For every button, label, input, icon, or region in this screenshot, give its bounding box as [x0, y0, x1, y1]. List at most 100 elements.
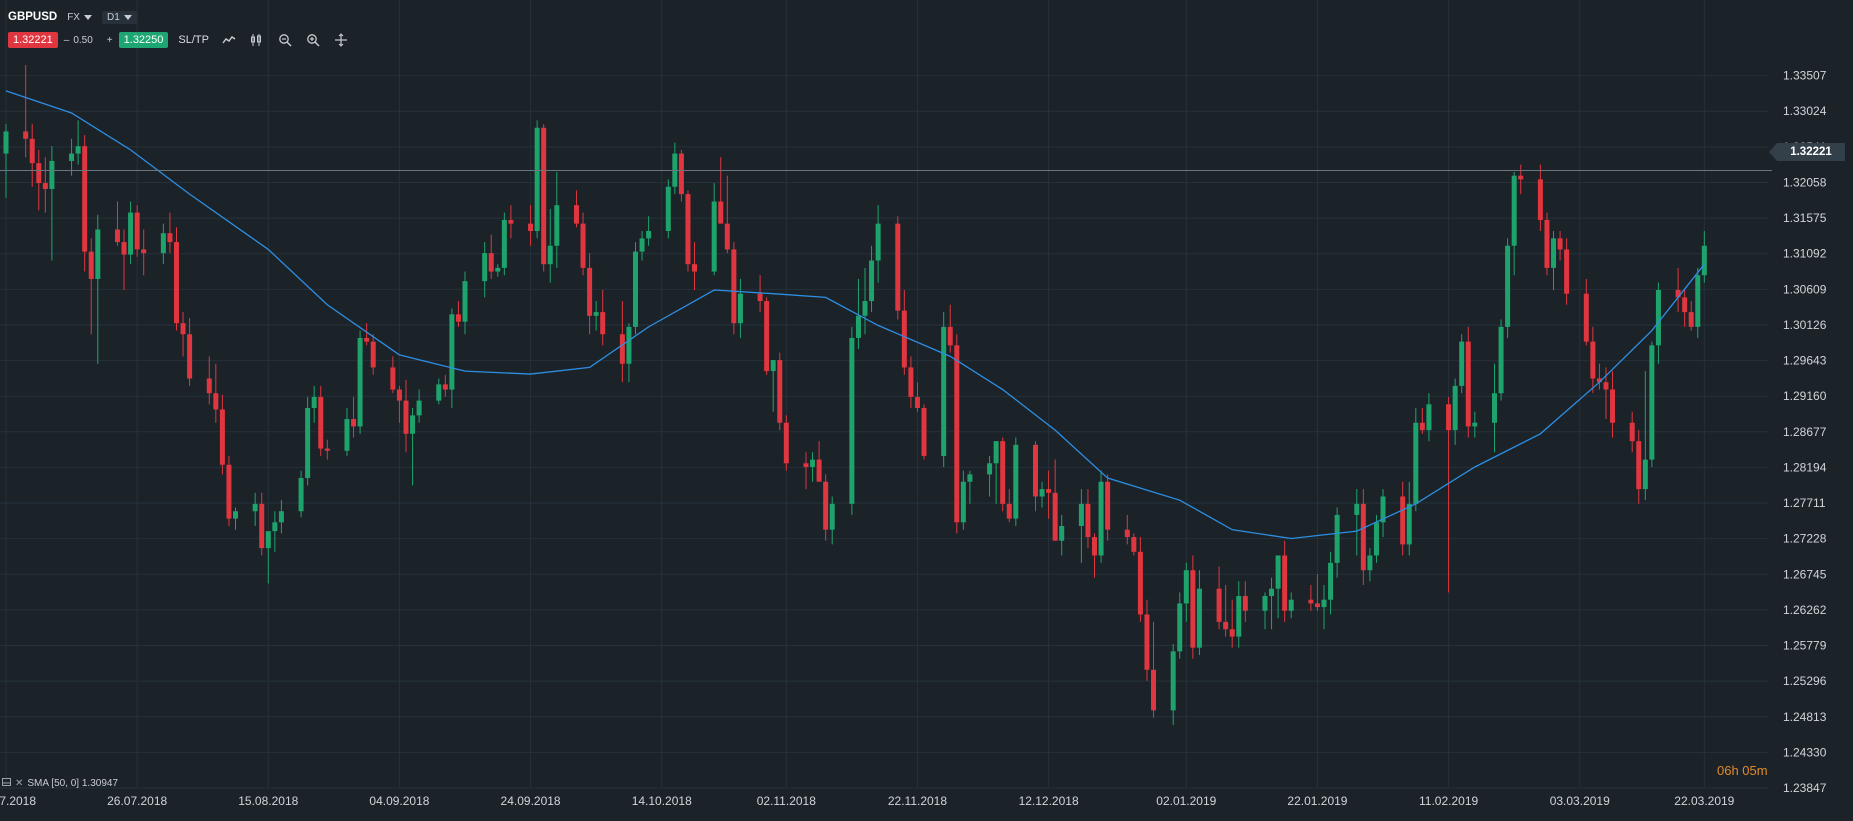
sltp-button[interactable]: SL/TP: [178, 34, 209, 46]
candle-down: [1419, 422, 1425, 431]
candle-up: [357, 337, 363, 427]
candle-down: [1006, 503, 1012, 519]
spread-minus[interactable]: –: [63, 34, 70, 46]
candle-down: [600, 312, 606, 335]
x-tick-label: 15.08.2018: [238, 794, 298, 808]
zoom-in-icon[interactable]: [305, 32, 321, 48]
candle-down: [757, 293, 763, 302]
candle-down: [508, 219, 514, 224]
candle-down: [777, 360, 783, 423]
candle-up: [69, 153, 75, 161]
x-tick-label: 22.11.2018: [888, 794, 947, 808]
candle-down: [1085, 503, 1091, 538]
candle-up: [665, 186, 671, 232]
candle-up: [547, 245, 553, 265]
candle-down: [1223, 621, 1229, 630]
candle-down: [724, 223, 730, 250]
candle-down: [1465, 341, 1471, 427]
candle-down: [1314, 603, 1320, 608]
candle-up: [1262, 596, 1268, 611]
candle-up: [1380, 496, 1386, 523]
x-tick-label: 22.03.2019: [1674, 794, 1734, 808]
y-tick-label: 1.28194: [1783, 460, 1827, 474]
candle-down: [1151, 669, 1157, 711]
candle-down: [1216, 588, 1222, 622]
market-dropdown[interactable]: FX: [67, 12, 92, 23]
candle-up: [711, 201, 717, 272]
candle-up: [737, 293, 743, 324]
close-icon[interactable]: ✕: [15, 778, 24, 789]
candle-up: [272, 522, 278, 532]
candle-down: [914, 396, 920, 408]
candle-settings-icon[interactable]: [249, 32, 265, 48]
y-tick-label: 1.30609: [1783, 282, 1827, 296]
y-tick-label: 1.27228: [1783, 532, 1827, 546]
y-tick-label: 1.32058: [1783, 175, 1827, 189]
spread-control: – 0.50 +: [64, 35, 113, 46]
candle-up: [1334, 514, 1340, 563]
x-tick-label: 24.09.2018: [501, 794, 561, 808]
buy-button[interactable]: 1.32250: [118, 32, 169, 48]
candle-down: [351, 419, 357, 427]
candle-up: [941, 326, 947, 456]
y-tick-label: 1.31575: [1783, 211, 1827, 225]
candle-down: [1124, 529, 1130, 538]
y-tick-label: 1.27711: [1783, 496, 1826, 510]
chevron-down-icon: [83, 14, 92, 20]
candle-up: [1406, 503, 1412, 545]
x-tick-label: 22.01.2019: [1287, 794, 1347, 808]
candle-up: [1269, 588, 1275, 597]
candle-down: [718, 201, 724, 224]
candle-up: [869, 260, 875, 302]
candle-down: [1137, 551, 1143, 615]
candle-down: [29, 138, 35, 164]
sell-button[interactable]: 1.32221: [8, 32, 58, 48]
candle-up: [1459, 341, 1465, 386]
candle-down: [141, 249, 147, 254]
crosshair-icon[interactable]: [333, 32, 349, 48]
zoom-out-icon[interactable]: [277, 32, 293, 48]
candle-up: [1426, 404, 1432, 431]
spread-plus[interactable]: +: [106, 34, 113, 46]
candle-up: [252, 503, 258, 512]
indicator-text: SMA [50, 0] 1.30947: [27, 778, 119, 789]
indicator-settings-icon[interactable]: [2, 778, 11, 789]
candle-up: [1177, 603, 1183, 652]
candle-up: [1452, 385, 1458, 431]
candle-down: [1688, 312, 1694, 327]
candle-down: [1590, 341, 1596, 379]
candle-down: [23, 131, 29, 139]
candle-down: [364, 337, 370, 342]
x-tick-label: 26.07.2018: [107, 794, 167, 808]
candle-down: [1564, 249, 1570, 294]
candle-up: [305, 407, 311, 479]
candle-down: [1544, 219, 1550, 268]
current-price-badge: 1.32221: [1769, 143, 1845, 161]
candle-up: [770, 360, 776, 372]
candle-down: [114, 229, 120, 243]
candle-up: [993, 441, 999, 464]
y-tick-label: 1.33024: [1783, 104, 1827, 118]
candle-down: [318, 396, 324, 449]
candle-up: [1701, 245, 1707, 276]
candle-down: [1000, 441, 1006, 504]
line-chart-icon[interactable]: [221, 32, 237, 48]
candle-down: [1131, 537, 1137, 552]
indicator-legend: ✕ SMA [50, 0] 1.30947: [2, 778, 118, 789]
x-tick-label: 02.11.2018: [757, 794, 816, 808]
candle-up: [967, 474, 973, 482]
timeframe-dropdown[interactable]: D1: [101, 10, 137, 24]
x-tick-label: 11.02.2019: [1419, 794, 1478, 808]
instrument-symbol[interactable]: GBPUSD: [8, 11, 58, 23]
candle-up: [501, 219, 507, 268]
candle-up: [960, 481, 966, 523]
candle-down: [167, 233, 173, 243]
candle-up: [311, 396, 317, 408]
candle-up: [855, 315, 861, 338]
candle-up: [298, 478, 304, 512]
candle-up: [344, 419, 350, 451]
candle-down: [685, 194, 691, 265]
candle-down: [901, 310, 907, 368]
